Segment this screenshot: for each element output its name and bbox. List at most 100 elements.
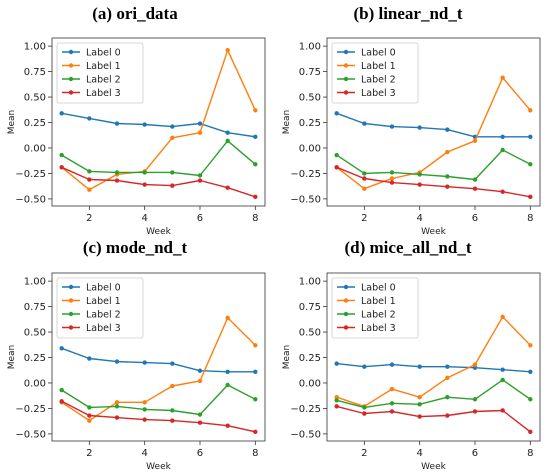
x-tick-label: 2 [86,448,92,459]
legend-swatch-marker [343,284,349,290]
y-tick-label: 0.75 [299,302,321,313]
data-point-label-3 [417,182,422,187]
data-point-label-2 [500,377,505,383]
y-tick-label: −0.25 [15,404,46,415]
x-axis-label: Week [421,462,446,472]
legend-label: Label 3 [361,88,396,99]
data-point-label-1 [87,187,92,192]
series-line-label-3 [61,400,256,433]
data-point-label-0 [114,359,120,364]
series-line-label-2 [61,140,256,177]
data-point-label-2 [253,162,258,167]
y-tick-label: 0.00 [24,378,46,389]
data-point-label-0 [500,134,505,139]
series-line-label-2 [336,149,531,181]
data-point-label-1 [472,362,478,367]
data-point-label-0 [114,121,120,126]
data-point-label-2 [142,170,147,175]
data-point-label-3 [114,415,120,420]
legend-swatch-marker [68,76,74,82]
data-point-label-2 [334,152,339,158]
legend-swatch-marker [343,76,349,82]
y-tick-label: 1.00 [24,42,46,53]
data-point-label-0 [500,367,505,372]
data-point-label-3 [59,399,64,404]
data-point-label-3 [445,184,450,189]
data-point-label-3 [87,177,92,182]
data-point-label-2 [528,162,533,167]
data-point-label-0 [170,124,175,129]
data-point-label-2 [59,152,64,158]
data-point-label-1 [389,176,395,181]
x-tick-label: 4 [141,448,147,459]
data-point-label-3 [362,176,367,181]
y-tick-label: 1.00 [299,42,321,53]
series-line-label-3 [61,166,256,198]
data-point-label-1 [142,400,147,405]
data-point-label-3 [500,408,505,413]
series-line-label-0 [336,362,531,373]
data-point-label-3 [59,165,64,170]
data-point-label-1 [197,378,203,384]
data-point-label-3 [142,182,147,187]
data-point-label-0 [417,125,422,130]
legend-swatch-marker [343,298,349,303]
data-point-label-2 [445,174,450,179]
data-point-label-2 [500,147,505,153]
data-point-label-0 [170,361,175,366]
data-point-label-2 [170,408,175,413]
chart-c: 1.00 0.75 0.50 0.25 0.00 −0.25 −0.50 2 4 6 8 Week Me… [7,272,266,472]
legend-label: Label 2 [86,75,121,86]
data-point-label-1 [197,130,203,135]
x-axis-label: Week [146,227,171,237]
y-tick-label: 0.25 [24,118,46,129]
legend-label: Label 3 [86,88,121,99]
y-tick-label: −0.50 [290,194,321,205]
data-point-label-0 [253,369,258,374]
legend-label: Label 2 [361,310,396,321]
x-tick-label: 8 [252,448,258,459]
legend-swatch-marker [343,63,349,68]
legend-label: Label 1 [86,61,121,72]
data-point-label-1 [170,383,175,389]
data-point-label-0 [389,362,395,367]
legend-label: Label 3 [361,323,396,334]
y-tick-label: 0.25 [24,353,46,364]
data-point-label-2 [142,407,147,412]
y-tick-label: −0.50 [15,429,46,440]
x-tick-label: 2 [361,213,367,224]
data-point-label-0 [142,122,147,127]
data-point-label-3 [253,429,258,435]
y-tick-label: 0.50 [24,93,46,104]
y-tick-label: 0.25 [299,353,321,364]
y-tick-label: −0.25 [290,404,321,415]
data-point-label-0 [445,127,450,132]
legend-label: Label 2 [361,75,396,86]
x-tick-label: 4 [416,213,422,224]
legend-label: Label 3 [86,323,121,334]
legend-label: Label 0 [86,283,121,294]
legend-box [331,277,419,339]
legend-label: Label 0 [86,48,121,59]
data-point-label-1 [389,386,395,392]
data-point-label-0 [334,361,339,366]
data-point-label-1 [528,343,533,348]
legend-label: Label 2 [86,310,121,321]
data-point-label-0 [528,369,533,374]
legend-label: Label 1 [86,296,121,307]
data-point-label-0 [59,111,64,116]
chart-b: 1.00 0.75 0.50 0.25 0.00 −0.25 −0.50 2 4 6 8 Week Me… [282,37,541,237]
data-point-label-2 [197,412,203,417]
legend-swatch-marker [343,311,349,317]
x-tick-label: 2 [361,448,367,459]
y-tick-label: 0.50 [24,328,46,339]
data-point-label-1 [500,314,505,319]
data-point-label-1 [362,186,367,191]
data-point-label-2 [87,169,92,174]
data-point-label-3 [197,420,203,425]
legend-label: Label 0 [361,48,396,59]
data-point-label-3 [445,413,450,418]
data-point-label-2 [197,173,203,178]
data-point-label-2 [87,405,92,410]
legend-box [331,42,419,104]
